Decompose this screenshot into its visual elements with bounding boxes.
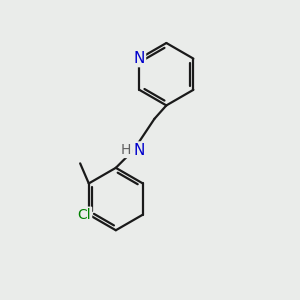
Text: N: N bbox=[134, 51, 145, 66]
Text: H: H bbox=[121, 143, 131, 157]
Text: N: N bbox=[133, 142, 145, 158]
Text: Cl: Cl bbox=[77, 208, 91, 222]
